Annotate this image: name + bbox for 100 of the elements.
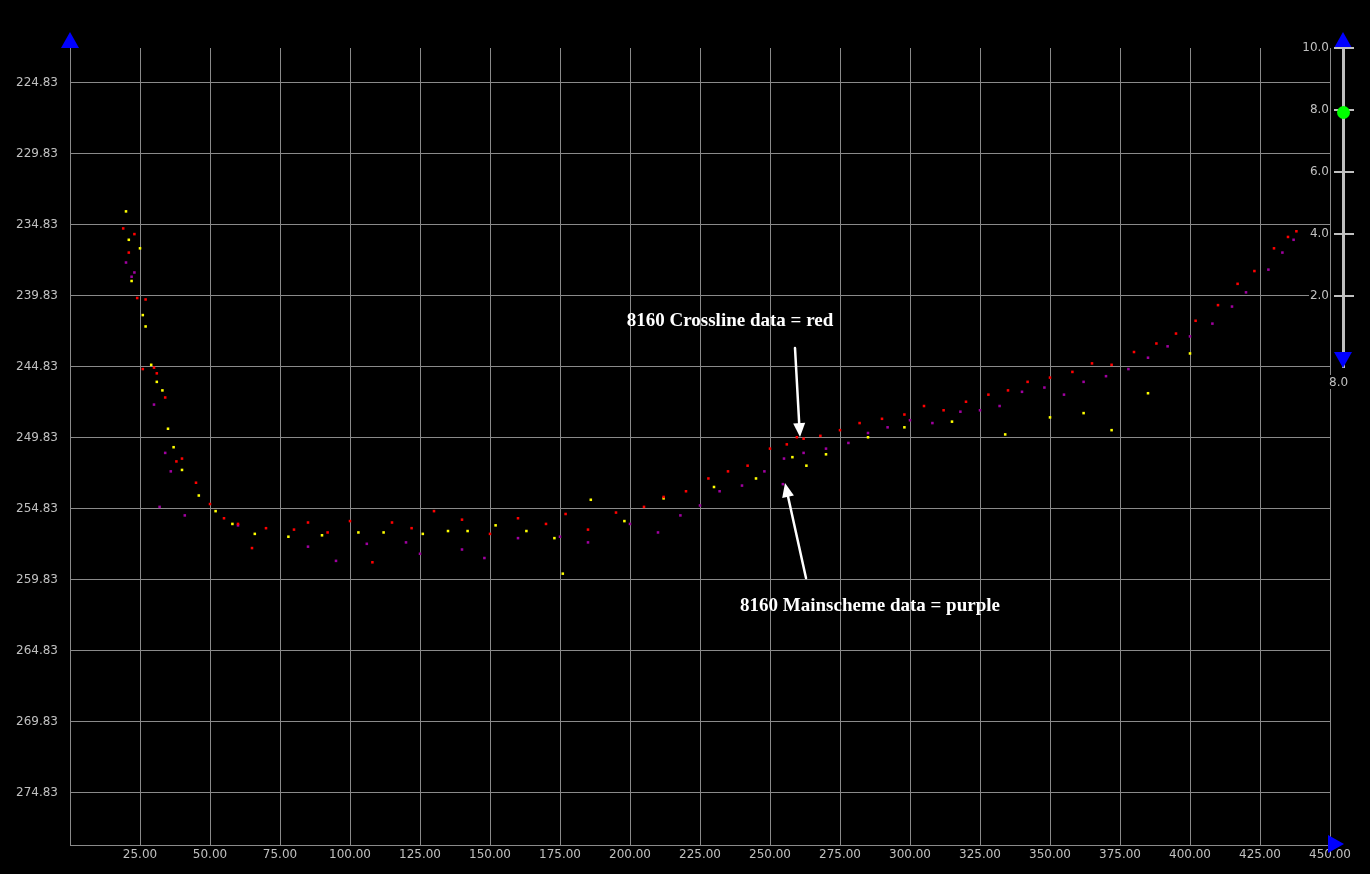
point: [1082, 380, 1085, 384]
point: [161, 389, 164, 392]
x-tick-label: 175.00: [539, 847, 581, 862]
y-tick-label: 249.83: [16, 429, 58, 444]
point: [903, 426, 906, 429]
point: [805, 464, 808, 467]
point: [320, 534, 324, 537]
point: [306, 545, 310, 548]
point: [847, 441, 850, 445]
point: [558, 535, 562, 538]
x-tick-label: 100.00: [329, 847, 371, 862]
point: [978, 409, 982, 412]
y-tick-label: 244.83: [16, 358, 58, 373]
x-tick-label: 400.00: [1169, 847, 1211, 862]
point: [698, 504, 702, 507]
point: [382, 531, 385, 534]
point: [133, 271, 136, 274]
point: [197, 494, 201, 497]
point: [124, 261, 128, 264]
point: [998, 404, 1001, 408]
annotation: 8.0: [1308, 102, 1330, 116]
point: [124, 210, 128, 213]
point: [1188, 335, 1192, 338]
point: [1003, 433, 1007, 436]
x-tick-label: 150.00: [469, 847, 511, 862]
point: [1166, 345, 1169, 348]
point: [231, 522, 234, 526]
point: [166, 427, 170, 431]
annotation: 10.0: [1301, 40, 1330, 54]
x-tick-label: 325.00: [959, 847, 1001, 862]
y-tick-label: 254.83: [16, 500, 58, 515]
point: [183, 514, 187, 517]
point: [287, 535, 290, 538]
point: [754, 477, 758, 480]
x-tick-label: 275.00: [819, 847, 861, 862]
point: [1281, 251, 1284, 254]
annotation: 6.0: [1308, 164, 1330, 178]
x-tick-label: 350.00: [1029, 847, 1071, 862]
point: [718, 489, 721, 493]
point: [130, 275, 133, 278]
point: [1082, 411, 1085, 415]
annotation: 4.0: [1308, 226, 1330, 240]
annotation: 2.0: [1308, 288, 1330, 302]
x-tick-label: 75.00: [262, 847, 298, 862]
x-tick-label: 375.00: [1099, 847, 1141, 862]
y-tick-label: 229.83: [16, 145, 58, 160]
point: [802, 451, 805, 455]
point: [1110, 428, 1113, 432]
point: [866, 435, 870, 439]
point: [959, 410, 962, 413]
y-tick-label: 269.83: [16, 713, 58, 728]
point: [466, 529, 469, 533]
x-tick-label: 25.00: [122, 847, 158, 862]
point: [483, 556, 486, 560]
point: [169, 470, 173, 473]
x-tick-label: 425.00: [1239, 847, 1281, 862]
x-tick-label: 50.00: [192, 847, 228, 862]
point: [1267, 268, 1270, 271]
annotation: 8.0: [1328, 375, 1350, 389]
point: [679, 514, 682, 517]
point: [553, 536, 556, 540]
x-tick-label: 250.00: [749, 847, 791, 862]
y-tick-label: 274.83: [16, 784, 58, 799]
y-tick-label: 239.83: [16, 287, 58, 302]
y-tick-label: 234.83: [16, 216, 58, 231]
point: [1211, 322, 1214, 325]
point: [1188, 352, 1192, 355]
point: [740, 484, 744, 487]
y-tick-label: 264.83: [16, 642, 58, 657]
point: [130, 279, 133, 283]
point: [460, 548, 464, 551]
point: [138, 247, 142, 250]
point: [418, 552, 422, 556]
point: [1043, 386, 1046, 389]
point: [214, 509, 217, 513]
x-tick-label: 450.00: [1309, 847, 1351, 862]
point: [1244, 291, 1248, 294]
point: [404, 541, 408, 544]
point: [886, 426, 889, 429]
point: [791, 455, 794, 459]
point: [1062, 393, 1066, 396]
point: [357, 531, 360, 534]
annotation: 8160 Mainscheme data = purple: [740, 593, 1000, 615]
point: [656, 531, 660, 534]
point: [824, 447, 828, 450]
x-tick-label: 125.00: [399, 847, 441, 862]
point: [586, 541, 590, 544]
annotation: 8160 Crossline data = red: [626, 308, 834, 330]
point: [172, 445, 175, 449]
point: [950, 420, 954, 423]
point: [152, 403, 156, 406]
point: [494, 524, 497, 527]
x-tick-label: 300.00: [889, 847, 931, 862]
point: [782, 457, 786, 460]
y-tick-label: 224.83: [16, 74, 58, 89]
point: [931, 421, 934, 425]
x-tick-label: 200.00: [609, 847, 651, 862]
point: [763, 470, 766, 473]
point: [1146, 356, 1150, 359]
point: [1048, 416, 1052, 419]
